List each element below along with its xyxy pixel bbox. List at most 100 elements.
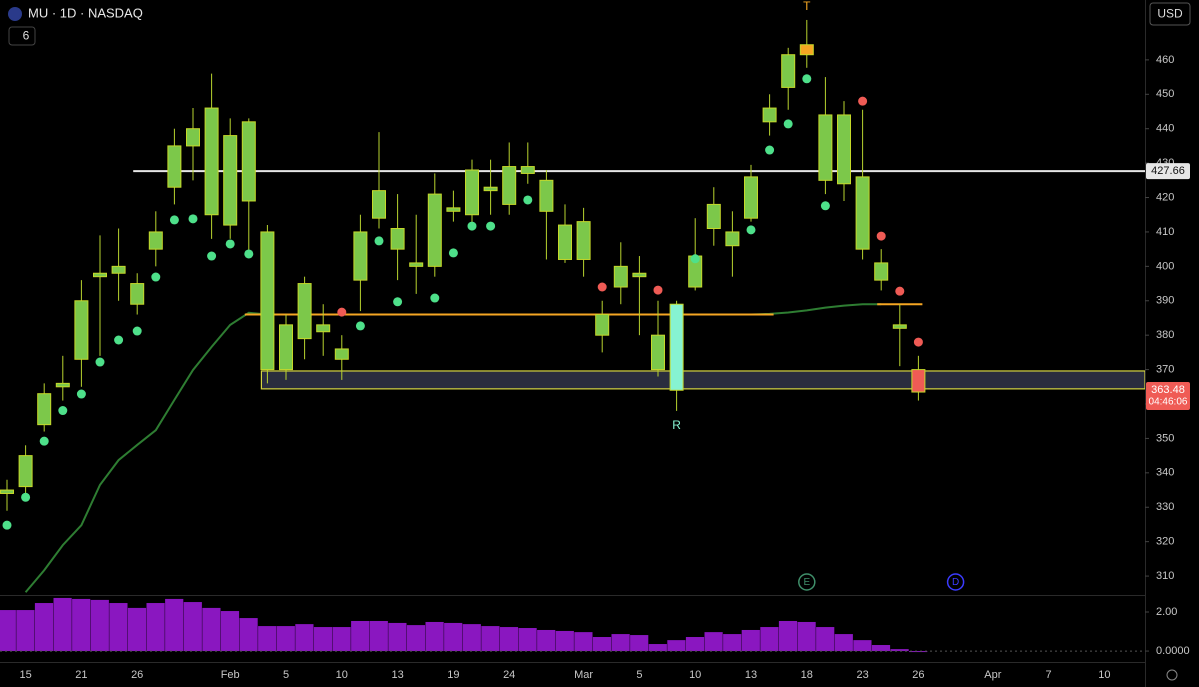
histogram-bar [388, 622, 407, 652]
x-tick-label: 5 [636, 669, 642, 681]
histogram-bar [667, 640, 686, 652]
signal-down [653, 285, 663, 295]
signal-up [76, 389, 86, 399]
histogram-bar [90, 599, 109, 652]
currency-button[interactable] [1149, 2, 1191, 26]
signal-up [151, 272, 161, 282]
histogram-bar [834, 634, 853, 652]
histogram-bar [909, 651, 928, 653]
candle-body [427, 193, 442, 267]
histogram-bar [592, 637, 612, 652]
candle-body [186, 128, 200, 147]
indicator-toggle[interactable] [8, 26, 36, 46]
candle-body [148, 231, 163, 250]
signal-up [765, 145, 775, 155]
symbol-icon [8, 7, 22, 21]
event-icon[interactable] [946, 573, 965, 591]
histogram-bar [574, 632, 593, 652]
candle-body [744, 176, 758, 219]
candle-body [706, 203, 721, 230]
price-tag-label: 427.66 [1151, 165, 1185, 177]
candle-body [911, 369, 926, 393]
candle-body [855, 176, 870, 250]
signal-up [58, 406, 68, 416]
candle-body [576, 221, 591, 260]
signal-up [207, 251, 217, 261]
candle-body [0, 489, 14, 494]
candle-body [483, 186, 498, 192]
histogram-bar [332, 627, 351, 652]
histogram-bar [202, 607, 221, 652]
event-label: E [803, 577, 810, 588]
histogram-bar [723, 634, 742, 652]
signal-up [188, 214, 198, 224]
signal-up [820, 201, 830, 211]
candle-body [799, 44, 814, 56]
x-tick-label: 24 [503, 669, 515, 681]
signal-up [802, 74, 812, 84]
x-tick-label: 10 [336, 669, 348, 681]
x-tick-label: 5 [283, 669, 289, 681]
signal-up [225, 239, 235, 249]
event-icon[interactable] [798, 573, 816, 591]
histogram-bar [797, 621, 816, 652]
y-tick-label: 410 [1156, 226, 1174, 238]
signal-up [95, 357, 105, 367]
settings-icon[interactable] [1166, 669, 1178, 681]
histogram-bar [220, 611, 240, 652]
signal-up [39, 436, 49, 446]
candle-body [613, 265, 628, 288]
candle-body [446, 207, 461, 212]
histogram-bar [258, 626, 277, 652]
candle-body [316, 324, 331, 333]
signal-up [2, 520, 12, 530]
y-tick-label: 370 [1156, 364, 1174, 376]
signal-up [21, 492, 31, 502]
candle-body [111, 265, 126, 274]
signal-down [876, 231, 886, 241]
x-tick-label: 19 [447, 669, 459, 681]
histogram-bar [369, 620, 388, 652]
x-tick-label: 10 [1098, 669, 1110, 681]
y-tick-label: 320 [1156, 536, 1174, 548]
histogram-bar [853, 640, 872, 652]
candle-body [762, 107, 777, 123]
x-tick-label: 18 [801, 669, 813, 681]
x-tick-label: 13 [745, 669, 757, 681]
histogram-bar [816, 627, 835, 652]
symbol[interactable]: MU · 1D · NASDAQ [28, 5, 143, 20]
candle-body [130, 283, 145, 305]
last-price-label: 363.48 [1151, 384, 1185, 396]
y-tick-label: 380 [1156, 329, 1174, 341]
candle-body [372, 190, 386, 219]
histogram-bar [518, 628, 537, 652]
candle-body [55, 382, 70, 388]
histogram-bar [183, 602, 202, 652]
histogram-bar [555, 630, 574, 652]
histogram-bar [648, 644, 667, 652]
x-tick-label: Apr [984, 669, 1001, 681]
signal-down [913, 337, 923, 347]
x-tick-label: Feb [221, 669, 240, 681]
y-tick-label: 400 [1156, 260, 1174, 272]
y-tick-label: 440 [1156, 123, 1174, 135]
y-tick-label: 420 [1156, 191, 1174, 203]
histogram-bar [16, 610, 35, 652]
signal-up [448, 248, 458, 258]
signal-up [486, 221, 496, 231]
signal-up [355, 321, 365, 331]
signal-down [337, 307, 347, 317]
histogram-bar [313, 627, 333, 652]
signal-up [169, 215, 179, 225]
y-tick-label: 460 [1156, 54, 1174, 66]
x-tick-label: 23 [856, 669, 868, 681]
histogram-bar [537, 629, 556, 652]
histogram-bar [741, 629, 760, 652]
candle-body [93, 272, 107, 278]
signal-up [132, 326, 142, 336]
x-tick-label: 26 [131, 669, 143, 681]
x-tick-label: 10 [689, 669, 701, 681]
signal-down [858, 96, 868, 106]
histogram-bar [499, 627, 519, 652]
